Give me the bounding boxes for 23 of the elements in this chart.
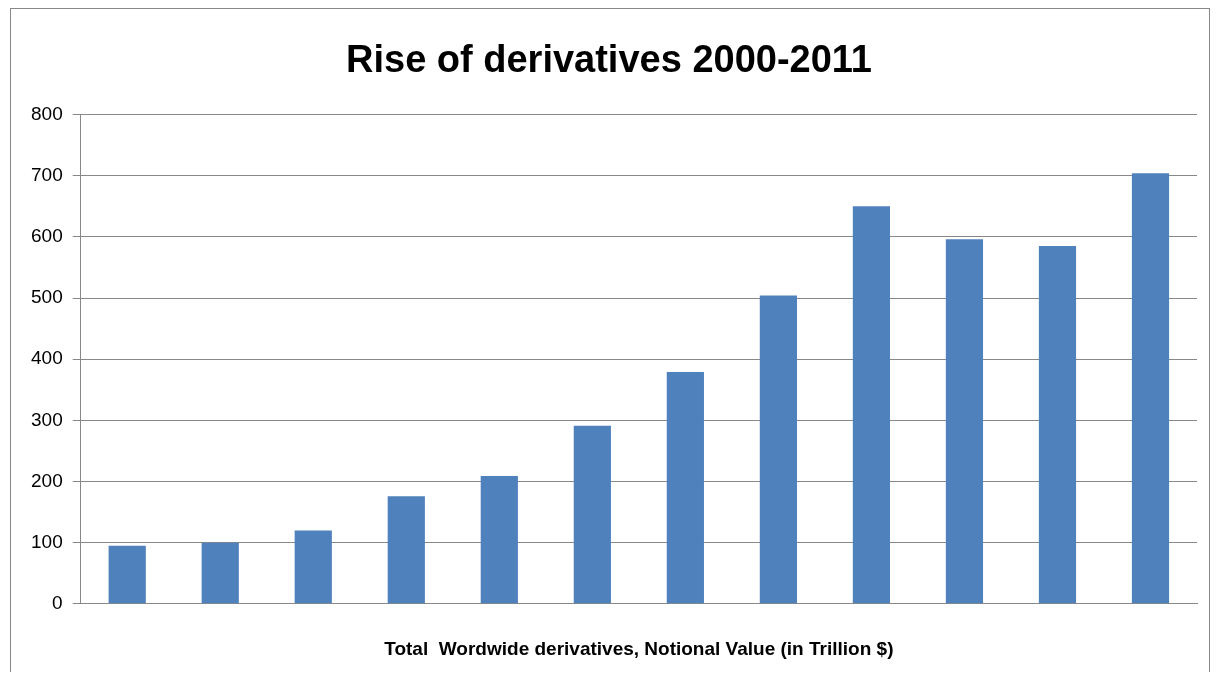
bar	[759, 295, 797, 604]
y-tick-label: 400	[31, 347, 63, 369]
y-tick-label: 800	[31, 102, 63, 124]
bar	[666, 372, 704, 604]
y-tick-label: 600	[31, 225, 63, 247]
bar	[387, 496, 425, 604]
y-tick-label: 200	[31, 469, 63, 491]
bar	[201, 542, 239, 604]
bar	[1038, 246, 1077, 604]
y-tick-label: 700	[31, 163, 63, 185]
bar	[108, 545, 146, 604]
chart-title: Rise of derivatives 2000-2011	[345, 38, 873, 81]
y-tick-label: 500	[31, 286, 63, 308]
y-tick-label: 0	[52, 592, 63, 614]
bar	[1131, 173, 1170, 604]
y-tick-label: 300	[31, 408, 63, 430]
bar	[294, 530, 332, 604]
bar	[945, 239, 984, 604]
bar	[573, 425, 611, 604]
x-axis-title: Total Wordwide derivatives, Notional Value (in Trillion $)	[384, 637, 894, 659]
bar	[852, 206, 891, 604]
bar	[480, 476, 518, 604]
y-tick-label: 100	[31, 530, 63, 552]
